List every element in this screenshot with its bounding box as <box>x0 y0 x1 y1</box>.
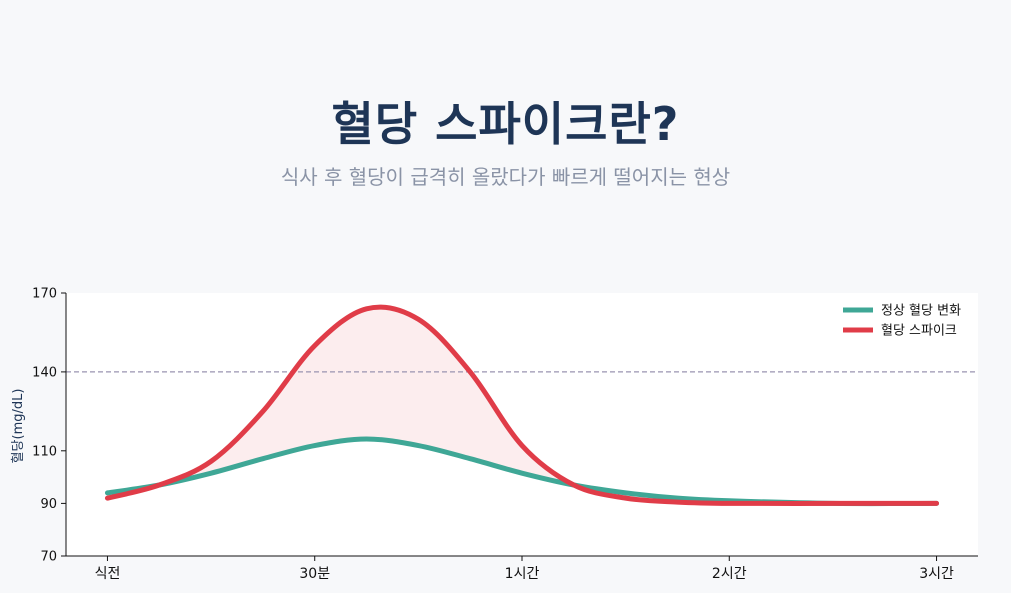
page-title: 혈당 스파이크란? <box>331 97 680 151</box>
plot-background <box>66 293 978 556</box>
x-tick-label: 식전 <box>95 566 121 582</box>
y-tick-label: 140 <box>32 365 57 380</box>
x-tick-label: 2시간 <box>712 566 747 582</box>
y-tick-label: 70 <box>40 550 57 565</box>
x-tick-label: 3시간 <box>919 566 954 582</box>
y-tick-label: 170 <box>32 287 57 302</box>
y-axis-label: 혈당(mg/dL) <box>11 389 26 464</box>
spike-fill-area <box>107 307 937 504</box>
series-lines <box>104 304 940 507</box>
series-line-spike <box>104 304 940 506</box>
legend-label: 정상 혈당 변화 <box>881 304 961 319</box>
legend-label: 혈당 스파이크 <box>881 324 957 339</box>
page-subtitle: 식사 후 혈당이 급격히 올랐다가 빠르게 떨어지는 현상 <box>280 165 731 189</box>
fill-between-area <box>107 307 937 504</box>
y-tick-label: 110 <box>32 444 57 459</box>
y-tick-label: 90 <box>40 497 57 512</box>
axes: 70 90 110 140 170 식전 30분 1시간 2시간 3시간 <box>32 287 978 582</box>
x-tick-label: 30분 <box>299 566 330 582</box>
x-tick-label: 1시간 <box>505 566 540 582</box>
